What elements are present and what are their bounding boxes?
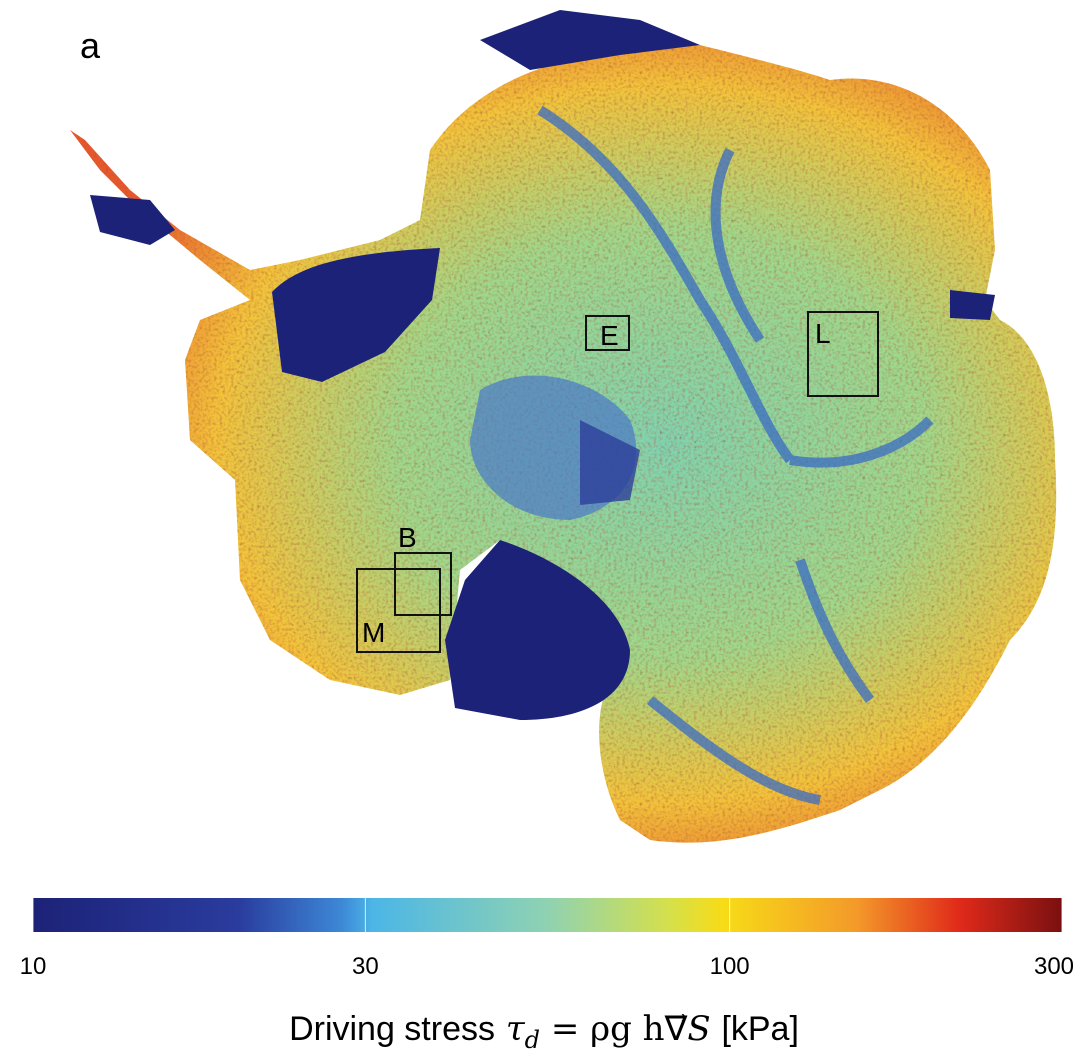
label-subscript: d: [525, 1026, 540, 1054]
tick-label: 10: [20, 953, 47, 980]
tick-label: 300: [1034, 953, 1074, 980]
tick-label: 30: [352, 953, 379, 980]
label-variable: S: [687, 1009, 710, 1049]
figure: a E L B M 10 30 100 300 Driving stress τd =…: [0, 0, 1089, 1054]
colorbar: [33, 898, 1062, 932]
map: [0, 0, 1089, 870]
box-label: B: [398, 522, 417, 553]
box-label: E: [600, 320, 619, 351]
label-symbol: τ: [506, 1009, 526, 1049]
label-unit: [kPa]: [721, 1010, 798, 1048]
tick-label: 100: [710, 953, 750, 980]
colorbar-label: Driving stress τd = ρg h∇⃗S [kPa]: [289, 1009, 799, 1054]
panel-label: a: [80, 25, 101, 66]
label-operator: ∇⃗: [664, 1009, 688, 1049]
box-label: L: [815, 318, 831, 349]
box-label: M: [362, 617, 385, 648]
label-text: Driving stress: [289, 1010, 495, 1048]
label-equation: = ρg h: [551, 1009, 665, 1049]
